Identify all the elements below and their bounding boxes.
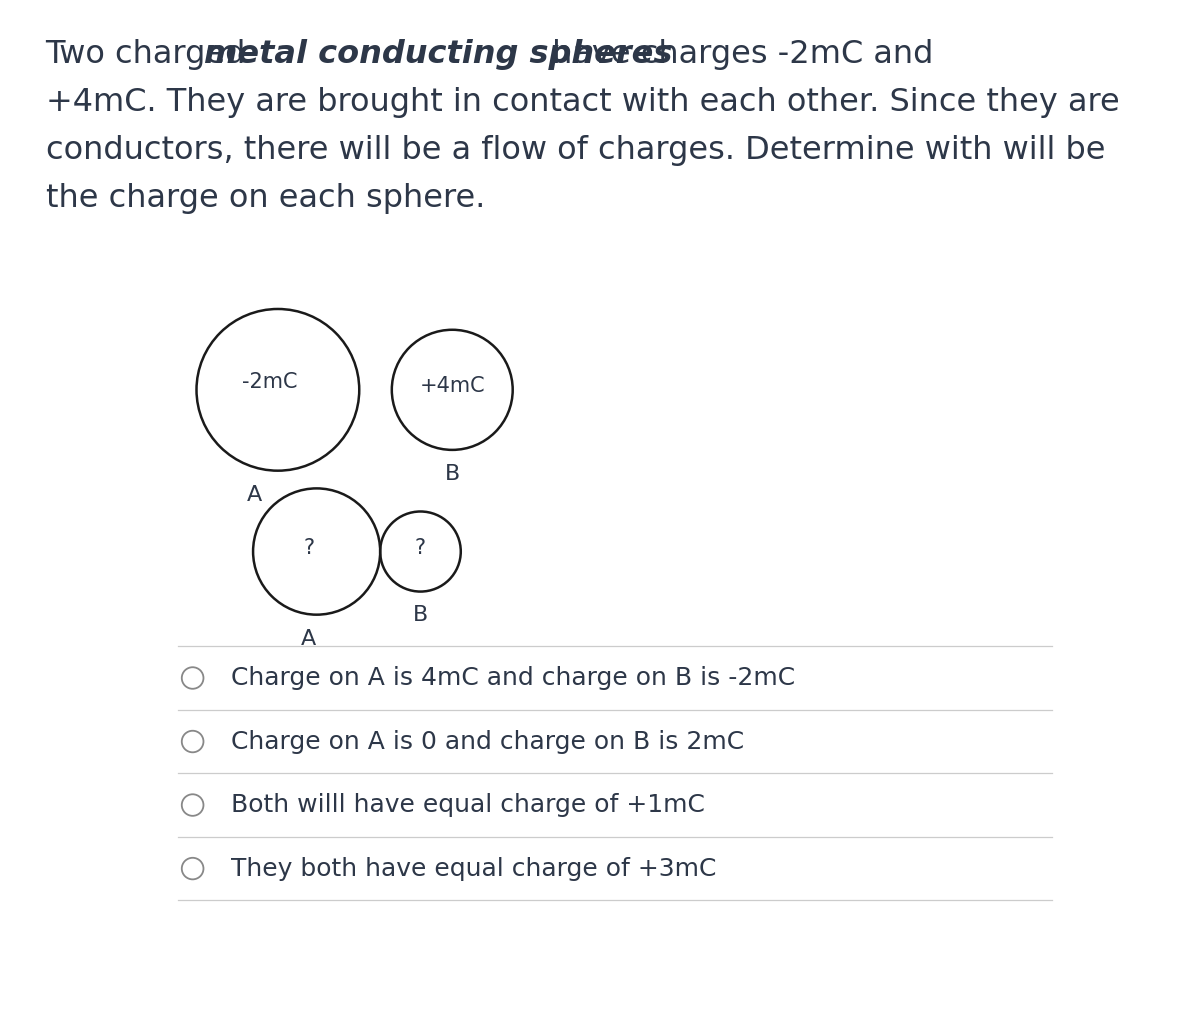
Text: -2mC: -2mC [242,372,298,392]
Text: A: A [247,484,263,505]
Text: B: B [445,464,460,483]
Text: the charge on each sphere.: the charge on each sphere. [46,183,485,214]
Text: Charge on A is 4mC and charge on B is -2mC: Charge on A is 4mC and charge on B is -2… [232,666,796,690]
Text: Both willl have equal charge of +1mC: Both willl have equal charge of +1mC [232,793,706,817]
Text: A: A [301,629,317,649]
Text: +4mC. They are brought in contact with each other. Since they are: +4mC. They are brought in contact with e… [46,87,1120,118]
Text: +4mC: +4mC [420,376,485,396]
Text: Two charged: Two charged [46,39,256,69]
Text: ?: ? [415,538,426,558]
Text: B: B [413,605,428,625]
Text: They both have equal charge of +3mC: They both have equal charge of +3mC [232,856,716,881]
Text: have charges -2mC and: have charges -2mC and [542,39,934,69]
Text: ?: ? [304,538,314,558]
Text: Charge on A is 0 and charge on B is 2mC: Charge on A is 0 and charge on B is 2mC [232,730,744,753]
Text: metal conducting spheres: metal conducting spheres [204,39,672,69]
Text: conductors, there will be a flow of charges. Determine with will be: conductors, there will be a flow of char… [46,135,1105,166]
